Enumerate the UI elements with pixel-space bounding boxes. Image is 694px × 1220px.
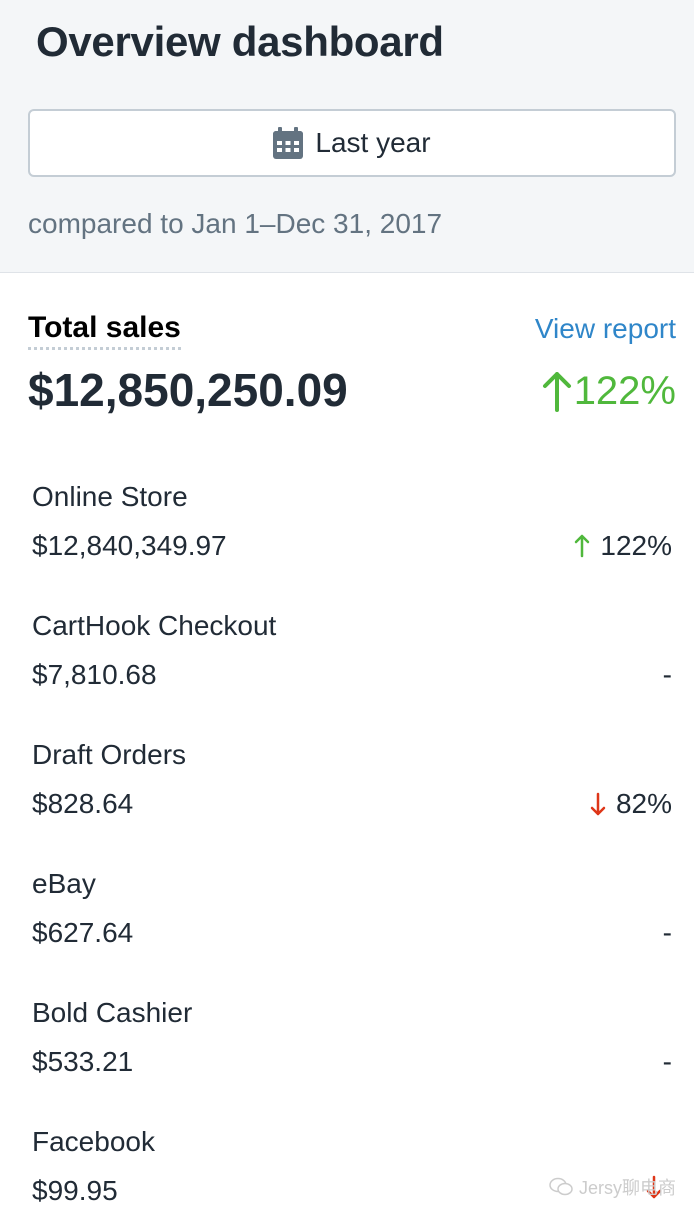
channel-amount: $99.95 bbox=[32, 1175, 118, 1206]
arrow-up-icon bbox=[575, 534, 590, 558]
channel-row-carthook-checkout: CartHook Checkout $7,810.68 - bbox=[0, 572, 694, 701]
page-title: Overview dashboard bbox=[36, 18, 444, 65]
total-sales-change-value: 122% bbox=[573, 369, 676, 413]
channel-name: Facebook bbox=[32, 1126, 155, 1157]
channel-amount: $828.64 bbox=[32, 788, 134, 819]
channel-row-facebook: Facebook $99.95 bbox=[0, 1088, 694, 1217]
channel-row-ebay: eBay $627.64 - bbox=[0, 830, 694, 959]
channel-row-online-store: Online Store $12,840,349.97 122% bbox=[0, 443, 694, 572]
channel-name: CartHook Checkout bbox=[32, 610, 277, 641]
total-sales-value: $12,850,250.09 bbox=[28, 364, 348, 416]
channel-row-bold-cashier: Bold Cashier $533.21 - bbox=[0, 959, 694, 1088]
date-range-label: Last year bbox=[315, 127, 431, 158]
comparison-text: compared to Jan 1–Dec 31, 2017 bbox=[28, 208, 443, 239]
channel-change-value: - bbox=[662, 1046, 672, 1077]
date-range-button[interactable]: Last year bbox=[28, 109, 676, 177]
channel-row-draft-orders: Draft Orders $828.64 82% bbox=[0, 701, 694, 830]
channel-change-value: - bbox=[662, 917, 672, 948]
channel-change-value: - bbox=[662, 659, 672, 690]
channel-change: - bbox=[663, 1046, 672, 1078]
wechat-icon bbox=[549, 1177, 573, 1196]
channel-amount: $533.21 bbox=[32, 1046, 134, 1077]
arrow-up-icon bbox=[542, 371, 571, 412]
channel-name: Online Store bbox=[32, 481, 188, 512]
channel-name: Draft Orders bbox=[32, 739, 187, 770]
watermark-text: Jersy聊电商 bbox=[578, 1178, 676, 1198]
calendar-icon bbox=[273, 127, 304, 159]
channel-change: 82% bbox=[590, 788, 672, 820]
view-report-link[interactable]: View report bbox=[534, 313, 676, 344]
total-sales-change: 122% bbox=[542, 369, 676, 414]
channel-change: - bbox=[663, 917, 672, 949]
channel-amount: $12,840,349.97 bbox=[32, 530, 227, 561]
watermark: Jersy聊电商 bbox=[549, 1174, 676, 1200]
channel-change: 122% bbox=[574, 530, 672, 562]
channel-change-value: 122% bbox=[600, 530, 672, 561]
channel-change: - bbox=[663, 659, 672, 691]
channel-name: Bold Cashier bbox=[32, 997, 193, 1028]
channel-amount: $7,810.68 bbox=[32, 659, 157, 690]
arrow-down-icon bbox=[646, 1175, 662, 1199]
total-sales-summary: Total sales View report $12,850,250.09 1… bbox=[0, 273, 694, 443]
channel-amount: $627.64 bbox=[32, 917, 134, 948]
dashboard-header: Overview dashboard Last year compared to… bbox=[0, 0, 694, 273]
arrow-down-icon bbox=[590, 792, 606, 816]
sales-channel-list: Online Store $12,840,349.97 122% CartHoo… bbox=[0, 443, 694, 1217]
total-sales-label[interactable]: Total sales bbox=[28, 311, 181, 350]
channel-change-value: 82% bbox=[615, 788, 672, 819]
channel-change bbox=[646, 1175, 672, 1199]
channel-name: eBay bbox=[32, 868, 96, 899]
